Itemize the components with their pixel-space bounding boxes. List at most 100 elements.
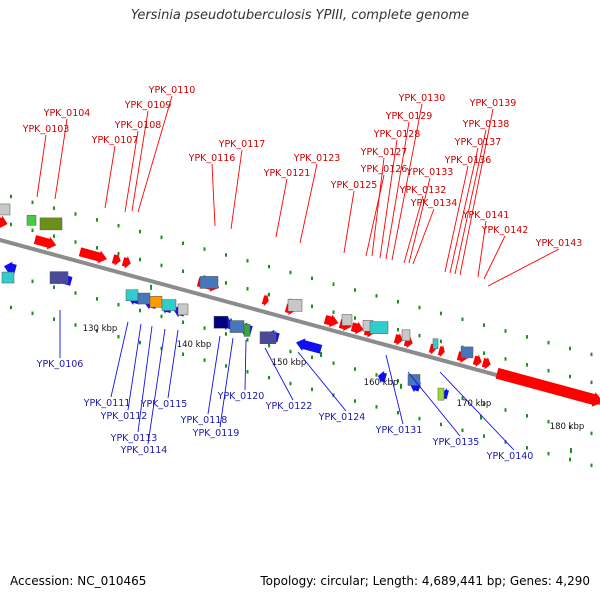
track-tick [53, 285, 55, 289]
forward-leader-line [391, 103, 423, 261]
forward-gene-10 [350, 321, 364, 335]
feature-box-7 [369, 321, 389, 334]
track-tick [96, 246, 98, 250]
track-tick [332, 361, 335, 365]
forward-gene-label: YPK_0117 [218, 139, 266, 150]
feature-box-19 [229, 320, 245, 333]
scale-tick [150, 284, 152, 290]
track-tick [547, 368, 550, 373]
track-tick [182, 241, 184, 246]
reverse-gene-label: YPK_0119 [192, 428, 240, 439]
track-tick [31, 228, 34, 233]
forward-gene-label: YPK_0109 [124, 100, 172, 111]
forward-gene-15 [437, 344, 445, 358]
track-tick [246, 287, 249, 291]
forward-leader-line [365, 174, 385, 257]
track-tick [397, 327, 399, 332]
reverse-gene-label: YPK_0112 [100, 411, 148, 422]
feature-box-4 [287, 299, 303, 312]
forward-leader-line [211, 163, 216, 227]
reverse-gene-10 [378, 370, 387, 384]
track-tick-marks [10, 194, 593, 468]
feature-box-12 [49, 271, 69, 284]
genome-title: Yersinia pseudotuberculosis YPIII, compl… [130, 8, 470, 23]
track-tick [504, 408, 507, 412]
forward-leader-line [477, 220, 487, 278]
track-tick [590, 431, 593, 436]
forward-leader-line [459, 108, 494, 276]
track-tick [483, 434, 485, 438]
track-tick [397, 410, 399, 415]
forward-gene-label: YPK_0126 [360, 164, 408, 175]
forward-gene-3 [111, 253, 121, 266]
track-tick [461, 396, 464, 401]
feature-box-17 [177, 303, 189, 316]
accession-text: Accession: NC_010465 [10, 574, 147, 588]
track-tick [117, 251, 120, 256]
forward-leader-line [408, 177, 431, 264]
track-tick [182, 352, 184, 357]
forward-gene-label: YPK_0132 [399, 185, 447, 196]
track-tick [268, 375, 270, 380]
track-tick [31, 200, 34, 205]
reverse-leader-line [439, 371, 515, 451]
track-tick [246, 370, 249, 374]
feature-box-3 [199, 276, 219, 289]
forward-gene-15-shape [437, 344, 445, 358]
track-tick [203, 247, 206, 251]
track-tick [139, 308, 141, 313]
track-tick [268, 264, 270, 269]
track-tick [440, 422, 442, 427]
forward-gene-label: YPK_0125 [330, 180, 378, 191]
feature-box-5 [341, 314, 353, 326]
forward-gene-18 [481, 356, 491, 370]
forward-gene-1-shape [33, 235, 57, 250]
track-tick [139, 229, 141, 234]
track-tick [160, 346, 163, 351]
track-tick [590, 463, 593, 468]
forward-gene-4-shape [121, 256, 131, 269]
feature-box-15 [149, 296, 163, 308]
feature-box-13 [125, 289, 139, 302]
reverse-leader-line [167, 329, 179, 399]
reverse-gene-label: YPK_0122 [265, 401, 313, 412]
track-tick [53, 317, 55, 321]
track-tick [225, 364, 227, 368]
reverse-gene-0-shape [4, 261, 17, 275]
reverse-leader-line [264, 347, 294, 401]
forward-gene-label: YPK_0104 [43, 108, 91, 119]
forward-gene-label: YPK_0139 [469, 98, 517, 109]
track-tick [203, 358, 206, 362]
forward-gene-12-shape [393, 333, 403, 346]
track-tick [375, 294, 378, 298]
forward-gene-0 [0, 215, 8, 229]
track-tick [225, 253, 227, 257]
forward-leader-line [412, 208, 435, 265]
forward-leader-line [385, 121, 410, 260]
track-tick [31, 279, 34, 284]
track-tick [53, 206, 55, 210]
scale-tick [570, 448, 572, 454]
track-tick [483, 402, 485, 406]
label-leader-lines [36, 95, 560, 451]
forward-leader-line [230, 149, 243, 230]
track-tick [31, 311, 34, 316]
track-tick [225, 281, 227, 285]
track-tick [160, 235, 163, 240]
track-tick [246, 259, 249, 263]
track-tick [225, 332, 227, 336]
forward-gene-label: YPK_0138 [462, 119, 510, 130]
forward-leader-line [379, 139, 398, 259]
forward-leader-line [54, 118, 68, 200]
forward-gene-1 [33, 235, 57, 250]
track-tick [74, 323, 77, 327]
track-tick [268, 343, 270, 348]
reverse-gene-9 [295, 338, 323, 354]
track-tick [440, 339, 442, 344]
track-tick [547, 419, 550, 424]
track-tick [569, 425, 571, 430]
forward-leader-line [36, 134, 47, 198]
forward-gene-label: YPK_0121 [263, 168, 311, 179]
forward-gene-0-shape [0, 215, 8, 229]
